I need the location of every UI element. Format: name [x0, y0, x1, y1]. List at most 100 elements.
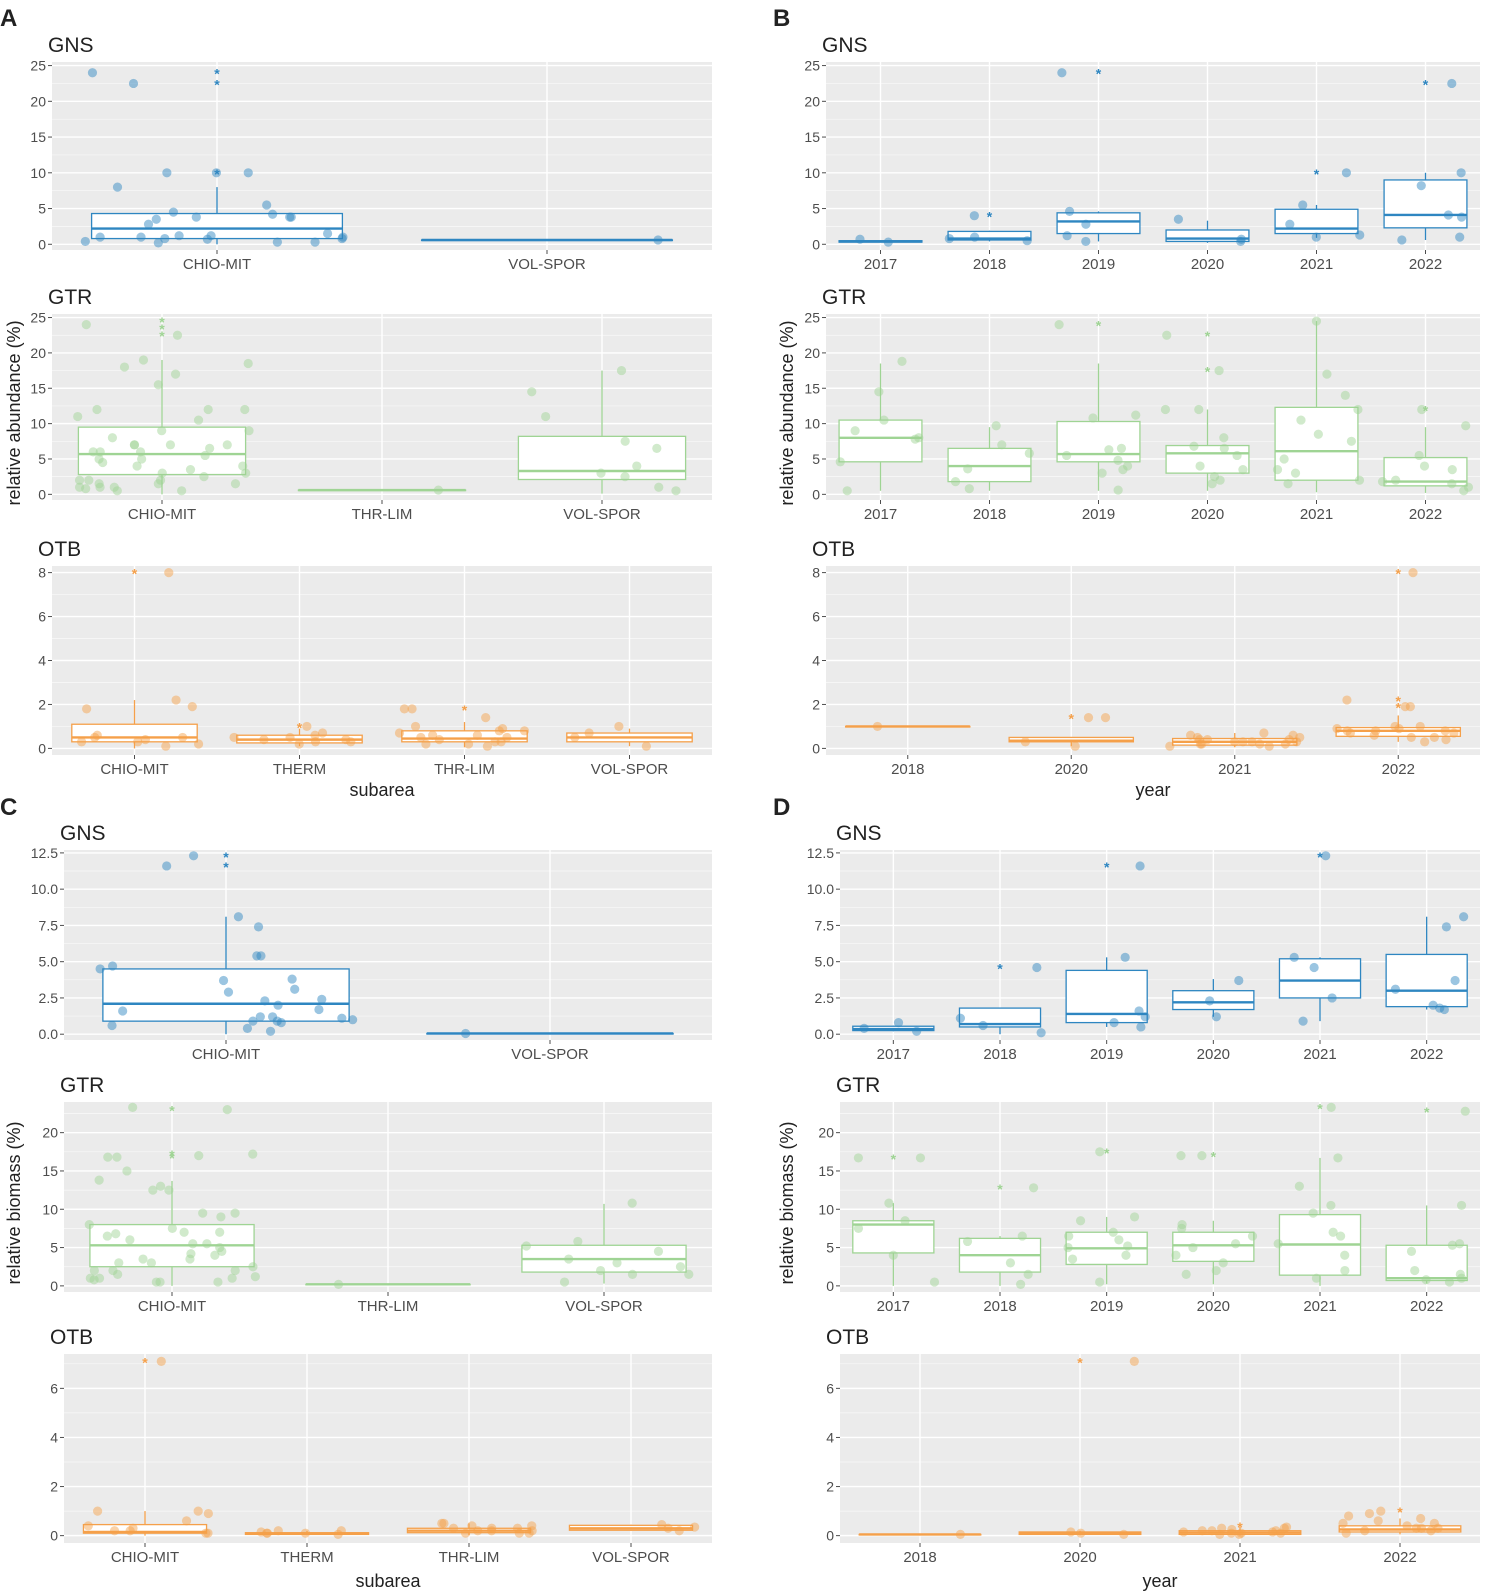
- y-tick-label: 2: [812, 696, 820, 712]
- data-point: [399, 704, 409, 714]
- data-point: [216, 1212, 226, 1222]
- data-point: [1416, 181, 1426, 191]
- data-point: [1298, 200, 1308, 210]
- outlier-marker: *: [987, 209, 993, 225]
- data-point: [259, 735, 269, 745]
- data-point: [1447, 1240, 1458, 1250]
- data-point: [73, 411, 83, 422]
- data-point: [481, 713, 491, 723]
- box-vol-spor: [568, 1524, 694, 1531]
- data-point: [620, 472, 630, 482]
- data-point: [211, 168, 222, 178]
- data-point: [1120, 952, 1130, 962]
- outlier-marker: *: [1314, 166, 1320, 182]
- outlier-marker: *: [223, 859, 229, 875]
- data-point: [1016, 1279, 1026, 1289]
- y-axis-label: relative biomass (%): [4, 1121, 24, 1284]
- data-point: [962, 1236, 973, 1247]
- y-tick-label: 0: [812, 486, 820, 502]
- box-2020: *: [1172, 1149, 1255, 1285]
- outlier-marker: *: [214, 166, 220, 182]
- data-point: [1209, 472, 1220, 482]
- data-point: [168, 207, 179, 217]
- y-tick-label: 25: [30, 310, 46, 326]
- y-tick-label: 20: [30, 345, 46, 361]
- outlier-marker: *: [1205, 364, 1211, 380]
- data-point: [1202, 735, 1213, 745]
- outlier-marker: *: [159, 321, 165, 337]
- data-point: [407, 704, 417, 714]
- data-point: [112, 486, 122, 496]
- data-point: [92, 404, 102, 415]
- y-tick-label: 5.0: [39, 954, 59, 970]
- data-point: [595, 1265, 606, 1276]
- data-point: [1360, 1526, 1370, 1536]
- outlier-marker: *: [132, 566, 138, 582]
- x-tick-label: 2022: [1409, 256, 1442, 273]
- data-point: [428, 730, 438, 740]
- data-point: [132, 461, 142, 471]
- outlier-marker: *: [1104, 1145, 1110, 1161]
- box-2018: *: [958, 1181, 1042, 1286]
- data-point: [255, 1012, 265, 1022]
- data-point: [893, 1017, 904, 1028]
- y-tick-label: 6: [38, 609, 46, 625]
- data-point: [294, 739, 304, 749]
- data-point: [963, 464, 973, 474]
- outlier-marker: *: [1096, 66, 1102, 82]
- data-point: [1097, 468, 1107, 478]
- data-point: [1075, 1216, 1086, 1226]
- data-point: [153, 238, 163, 248]
- box-iqr: [401, 730, 528, 743]
- x-tick-label: 2017: [877, 1046, 910, 1063]
- y-tick-label: 0: [812, 740, 820, 756]
- data-point: [1309, 962, 1319, 973]
- outlier-marker: *: [1396, 700, 1402, 716]
- data-point: [310, 737, 321, 747]
- data-point: [1234, 1529, 1244, 1540]
- data-point: [128, 78, 139, 89]
- data-point: [912, 1026, 922, 1036]
- data-point: [944, 233, 954, 244]
- box-thr-lim: [305, 1283, 471, 1286]
- data-point: [1447, 479, 1457, 489]
- data-point: [496, 737, 506, 747]
- data-point: [596, 468, 606, 478]
- data-point: [98, 457, 108, 468]
- data-point: [1280, 739, 1290, 749]
- data-point: [89, 1275, 99, 1285]
- data-point: [151, 214, 161, 224]
- data-point: [74, 482, 85, 492]
- outlier-marker: *: [997, 1181, 1003, 1197]
- data-point: [157, 468, 167, 478]
- box-iqr: [1165, 444, 1250, 474]
- subplot-gtr: GTR 0 5 10 15 20 2017 2018 2019 2020 2021 2022 * * * * *…: [818, 1074, 1480, 1315]
- data-point: [188, 851, 199, 861]
- data-point: [1296, 415, 1306, 425]
- data-point: [94, 479, 104, 489]
- x-tick-label: 2019: [1090, 1046, 1123, 1063]
- data-point: [95, 482, 105, 492]
- data-point: [1070, 741, 1080, 751]
- box-2018: [947, 427, 1032, 491]
- data-point: [1197, 1151, 1207, 1161]
- data-point: [193, 739, 204, 749]
- box-2022: ***: [1335, 566, 1462, 742]
- y-tick-label: 4: [38, 653, 46, 669]
- data-point: [241, 468, 251, 478]
- data-point: [201, 1528, 211, 1538]
- data-point: [632, 461, 642, 471]
- subplot-title: GNS: [836, 822, 882, 845]
- data-point: [1173, 214, 1184, 224]
- outlier-marker: *: [142, 1354, 148, 1370]
- data-point: [559, 1277, 570, 1287]
- data-point: [162, 861, 172, 871]
- data-point: [333, 1529, 343, 1540]
- box-iqr: [1172, 1231, 1255, 1263]
- box-2019: *: [1056, 66, 1141, 242]
- data-point: [1295, 732, 1305, 743]
- y-tick-label: 2: [826, 1479, 834, 1495]
- y-tick-label: 2.5: [815, 990, 835, 1006]
- outlier-marker: *: [169, 1147, 175, 1163]
